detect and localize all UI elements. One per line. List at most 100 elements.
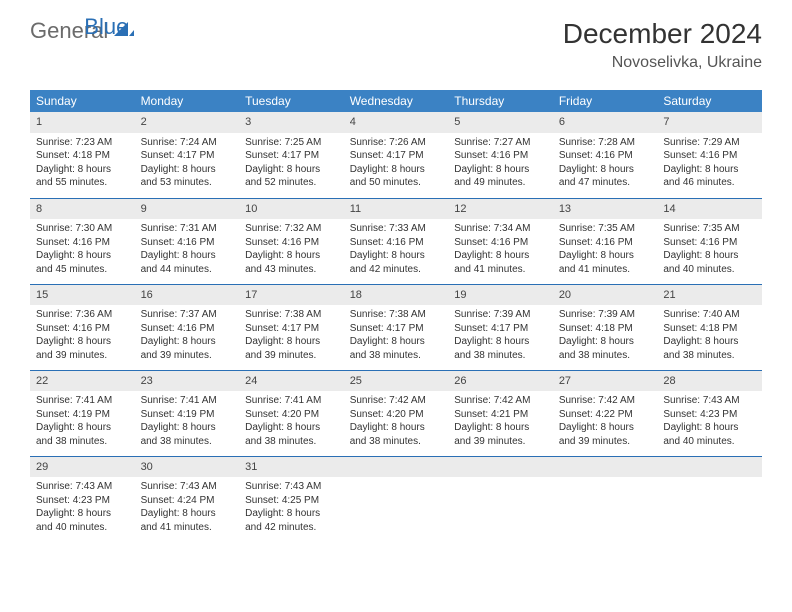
day-number: 14 xyxy=(657,199,762,220)
day-number: 2 xyxy=(135,112,240,133)
sunrise-text: Sunrise: 7:43 AM xyxy=(141,480,234,494)
day-number: 30 xyxy=(135,457,240,478)
day-number: 31 xyxy=(239,457,344,478)
day-number: 17 xyxy=(239,285,344,306)
calendar-cell: 1Sunrise: 7:23 AMSunset: 4:18 PMDaylight… xyxy=(30,112,135,198)
calendar-cell: 20Sunrise: 7:39 AMSunset: 4:18 PMDayligh… xyxy=(553,284,658,370)
weekday-header: Sunday xyxy=(30,90,135,112)
sunset-text: Sunset: 4:17 PM xyxy=(245,149,338,163)
daylight-text2: and 38 minutes. xyxy=(663,349,756,363)
sunset-text: Sunset: 4:25 PM xyxy=(245,494,338,508)
sunset-text: Sunset: 4:16 PM xyxy=(559,149,652,163)
daylight-text: Daylight: 8 hours xyxy=(350,249,443,263)
sunrise-text: Sunrise: 7:42 AM xyxy=(350,394,443,408)
calendar-cell: 14Sunrise: 7:35 AMSunset: 4:16 PMDayligh… xyxy=(657,198,762,284)
day-detail: Sunrise: 7:43 AMSunset: 4:25 PMDaylight:… xyxy=(239,477,344,540)
day-number: 7 xyxy=(657,112,762,133)
sunset-text: Sunset: 4:18 PM xyxy=(559,322,652,336)
calendar-cell: 3Sunrise: 7:25 AMSunset: 4:17 PMDaylight… xyxy=(239,112,344,198)
day-detail: Sunrise: 7:38 AMSunset: 4:17 PMDaylight:… xyxy=(344,305,449,368)
sunrise-text: Sunrise: 7:27 AM xyxy=(454,136,547,150)
sunrise-text: Sunrise: 7:35 AM xyxy=(559,222,652,236)
calendar-week-row: 29Sunrise: 7:43 AMSunset: 4:23 PMDayligh… xyxy=(30,456,762,542)
day-number: 8 xyxy=(30,199,135,220)
calendar-cell: 21Sunrise: 7:40 AMSunset: 4:18 PMDayligh… xyxy=(657,284,762,370)
day-detail: Sunrise: 7:29 AMSunset: 4:16 PMDaylight:… xyxy=(657,133,762,196)
weekday-header-row: Sunday Monday Tuesday Wednesday Thursday… xyxy=(30,90,762,112)
calendar-cell: 4Sunrise: 7:26 AMSunset: 4:17 PMDaylight… xyxy=(344,112,449,198)
calendar-cell: 13Sunrise: 7:35 AMSunset: 4:16 PMDayligh… xyxy=(553,198,658,284)
calendar-cell: 2Sunrise: 7:24 AMSunset: 4:17 PMDaylight… xyxy=(135,112,240,198)
day-detail: Sunrise: 7:27 AMSunset: 4:16 PMDaylight:… xyxy=(448,133,553,196)
daylight-text2: and 39 minutes. xyxy=(141,349,234,363)
sunrise-text: Sunrise: 7:41 AM xyxy=(36,394,129,408)
daylight-text2: and 39 minutes. xyxy=(245,349,338,363)
daylight-text2: and 38 minutes. xyxy=(36,435,129,449)
daylight-text: Daylight: 8 hours xyxy=(36,335,129,349)
page-title: December 2024 xyxy=(563,18,762,50)
calendar-cell: 6Sunrise: 7:28 AMSunset: 4:16 PMDaylight… xyxy=(553,112,658,198)
day-number: 15 xyxy=(30,285,135,306)
sunset-text: Sunset: 4:17 PM xyxy=(350,149,443,163)
day-number: 18 xyxy=(344,285,449,306)
day-detail: Sunrise: 7:41 AMSunset: 4:20 PMDaylight:… xyxy=(239,391,344,454)
calendar-cell: 30Sunrise: 7:43 AMSunset: 4:24 PMDayligh… xyxy=(135,456,240,542)
sunrise-text: Sunrise: 7:23 AM xyxy=(36,136,129,150)
calendar-week-row: 8Sunrise: 7:30 AMSunset: 4:16 PMDaylight… xyxy=(30,198,762,284)
daylight-text: Daylight: 8 hours xyxy=(141,335,234,349)
daylight-text2: and 40 minutes. xyxy=(663,263,756,277)
sunrise-text: Sunrise: 7:42 AM xyxy=(559,394,652,408)
daylight-text2: and 41 minutes. xyxy=(559,263,652,277)
day-number: 20 xyxy=(553,285,658,306)
sunrise-text: Sunrise: 7:24 AM xyxy=(141,136,234,150)
daylight-text2: and 40 minutes. xyxy=(663,435,756,449)
weekday-header: Friday xyxy=(553,90,658,112)
calendar-cell xyxy=(553,456,658,542)
day-number: 25 xyxy=(344,371,449,392)
sunset-text: Sunset: 4:19 PM xyxy=(36,408,129,422)
sunset-text: Sunset: 4:23 PM xyxy=(36,494,129,508)
sunset-text: Sunset: 4:16 PM xyxy=(454,236,547,250)
daylight-text: Daylight: 8 hours xyxy=(36,163,129,177)
sunrise-text: Sunrise: 7:38 AM xyxy=(245,308,338,322)
day-number: 12 xyxy=(448,199,553,220)
daylight-text: Daylight: 8 hours xyxy=(663,163,756,177)
day-number: 10 xyxy=(239,199,344,220)
daylight-text: Daylight: 8 hours xyxy=(350,335,443,349)
calendar-cell xyxy=(448,456,553,542)
daylight-text2: and 38 minutes. xyxy=(350,435,443,449)
daylight-text: Daylight: 8 hours xyxy=(36,421,129,435)
day-number: 21 xyxy=(657,285,762,306)
day-detail: Sunrise: 7:35 AMSunset: 4:16 PMDaylight:… xyxy=(553,219,658,282)
day-number: 11 xyxy=(344,199,449,220)
sunset-text: Sunset: 4:16 PM xyxy=(663,236,756,250)
weekday-header: Monday xyxy=(135,90,240,112)
calendar-cell: 11Sunrise: 7:33 AMSunset: 4:16 PMDayligh… xyxy=(344,198,449,284)
day-number: 6 xyxy=(553,112,658,133)
daylight-text2: and 50 minutes. xyxy=(350,176,443,190)
sunset-text: Sunset: 4:16 PM xyxy=(141,236,234,250)
daylight-text: Daylight: 8 hours xyxy=(245,335,338,349)
daylight-text: Daylight: 8 hours xyxy=(454,421,547,435)
daylight-text: Daylight: 8 hours xyxy=(663,335,756,349)
sunrise-text: Sunrise: 7:43 AM xyxy=(36,480,129,494)
day-detail: Sunrise: 7:24 AMSunset: 4:17 PMDaylight:… xyxy=(135,133,240,196)
header: General Blue December 2024 Novoselivka, … xyxy=(0,0,792,80)
logo-text-blue: Blue xyxy=(84,14,128,40)
empty-day xyxy=(448,457,553,477)
sunrise-text: Sunrise: 7:26 AM xyxy=(350,136,443,150)
sunrise-text: Sunrise: 7:41 AM xyxy=(245,394,338,408)
sunrise-text: Sunrise: 7:35 AM xyxy=(663,222,756,236)
day-detail: Sunrise: 7:40 AMSunset: 4:18 PMDaylight:… xyxy=(657,305,762,368)
daylight-text: Daylight: 8 hours xyxy=(559,421,652,435)
daylight-text2: and 42 minutes. xyxy=(245,521,338,535)
sunset-text: Sunset: 4:16 PM xyxy=(454,149,547,163)
empty-day xyxy=(344,457,449,477)
daylight-text: Daylight: 8 hours xyxy=(141,421,234,435)
calendar-cell: 19Sunrise: 7:39 AMSunset: 4:17 PMDayligh… xyxy=(448,284,553,370)
day-number: 24 xyxy=(239,371,344,392)
daylight-text: Daylight: 8 hours xyxy=(245,421,338,435)
day-detail: Sunrise: 7:42 AMSunset: 4:21 PMDaylight:… xyxy=(448,391,553,454)
daylight-text: Daylight: 8 hours xyxy=(141,507,234,521)
daylight-text2: and 41 minutes. xyxy=(454,263,547,277)
